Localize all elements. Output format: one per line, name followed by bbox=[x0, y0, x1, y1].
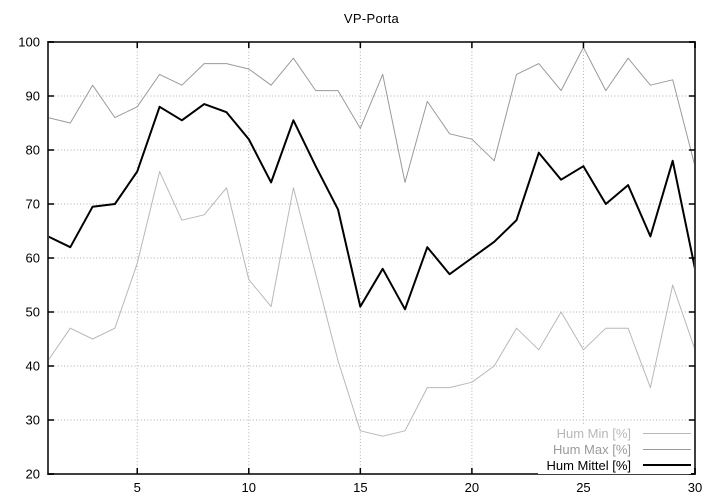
x-tick-label: 5 bbox=[134, 480, 141, 495]
chart-title: VP-Porta bbox=[343, 11, 400, 26]
y-tick-label: 20 bbox=[26, 467, 40, 482]
x-tick-label: 15 bbox=[353, 480, 367, 495]
y-tick-label: 60 bbox=[26, 251, 40, 266]
y-tick-label: 50 bbox=[26, 305, 40, 320]
legend-item-hum-min: Hum Min [%] bbox=[557, 425, 691, 441]
legend-item-hum-mittel: Hum Mittel [%] bbox=[546, 457, 691, 473]
x-tick-label: 25 bbox=[576, 480, 590, 495]
y-tick-label: 90 bbox=[26, 89, 40, 104]
x-tick-label: 30 bbox=[688, 480, 702, 495]
legend-label-hum-mittel: Hum Mittel [%] bbox=[546, 457, 631, 473]
legend-line-sample-hum-max-icon bbox=[643, 448, 691, 450]
legend-label-hum-min: Hum Min [%] bbox=[556, 425, 631, 441]
legend-item-hum-max: Hum Max [%] bbox=[553, 441, 691, 457]
y-tick-label: 100 bbox=[18, 35, 40, 50]
x-tick-label: 20 bbox=[465, 480, 479, 495]
y-tick-label: 30 bbox=[26, 413, 40, 428]
y-tick-label: 80 bbox=[26, 143, 40, 158]
legend-line-sample-hum-min-icon bbox=[643, 432, 691, 434]
legend-line-sample-hum-mittel-icon bbox=[643, 464, 691, 466]
y-tick-label: 40 bbox=[26, 359, 40, 374]
legend-label-hum-max: Hum Max [%] bbox=[552, 441, 631, 457]
x-tick-label: 10 bbox=[242, 480, 256, 495]
y-tick-label: 70 bbox=[26, 197, 40, 212]
chart-legend: Hum Min [%] Hum Max [%] Hum Mittel [%] bbox=[538, 424, 691, 474]
